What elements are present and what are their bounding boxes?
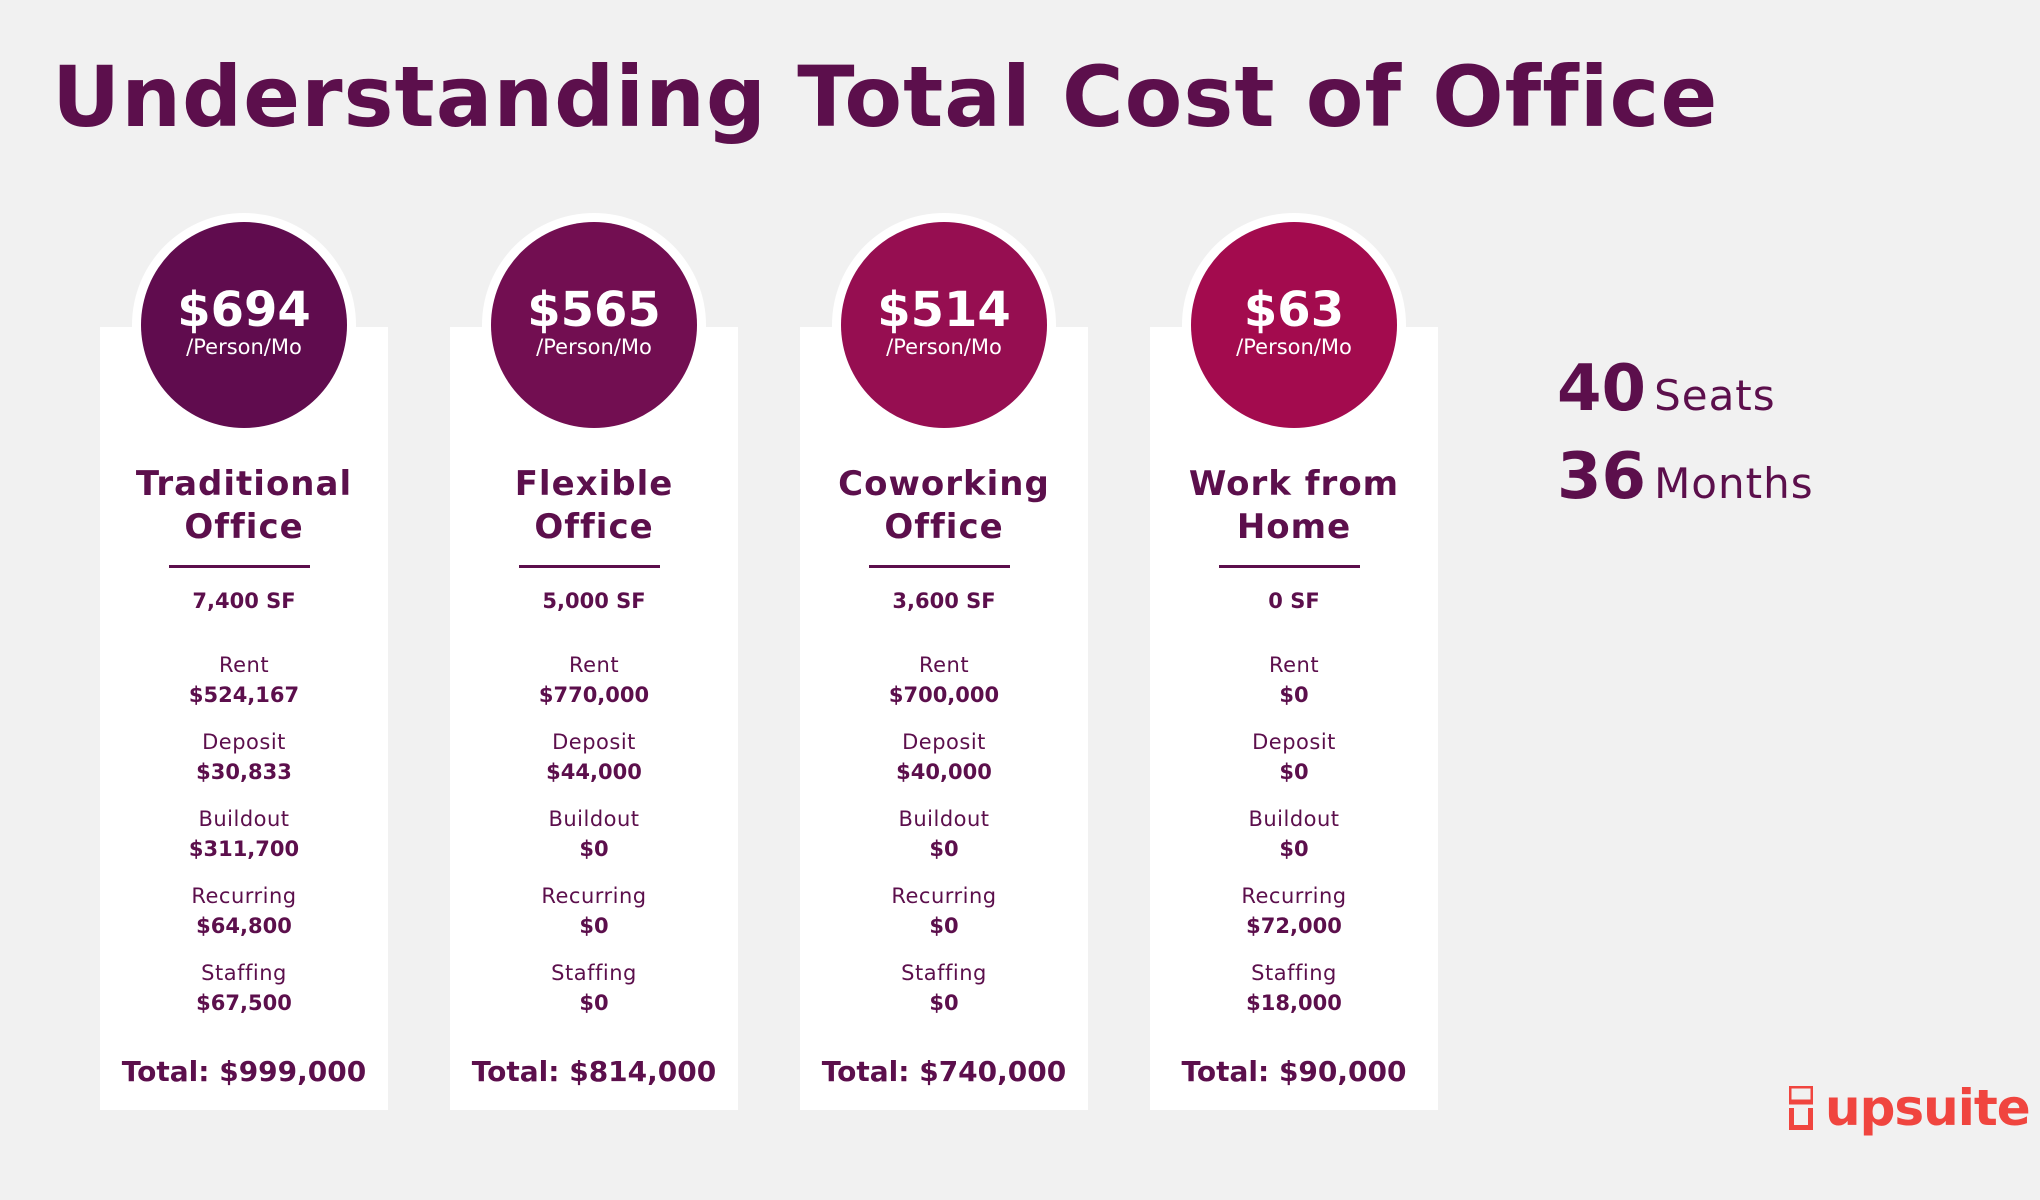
divider xyxy=(1219,565,1360,568)
cost-value: $67,500 xyxy=(196,991,292,1015)
cost-label: Staffing xyxy=(201,961,287,985)
price-unit: /Person/Mo xyxy=(186,335,302,359)
price-unit: /Person/Mo xyxy=(886,335,1002,359)
price-per-person: $694 xyxy=(177,282,311,338)
price-badge xyxy=(491,222,697,428)
cost-label: Rent xyxy=(918,653,970,677)
cost-label: Recurring xyxy=(541,884,647,908)
cost-value: $0 xyxy=(1279,683,1309,707)
cost-value: $770,000 xyxy=(538,683,650,707)
cost-label: Deposit xyxy=(1252,730,1336,754)
cost-label: Staffing xyxy=(551,961,637,985)
cost-label: Rent xyxy=(1268,653,1320,677)
cost-label: Rent xyxy=(568,653,620,677)
divider xyxy=(519,565,660,568)
price-unit: /Person/Mo xyxy=(536,335,652,359)
option-name-line-2: Office xyxy=(534,507,654,547)
months-number: 36 xyxy=(1557,440,1647,514)
cost-value: $0 xyxy=(929,914,959,938)
cost-label: Deposit xyxy=(552,730,636,754)
cost-label: Buildout xyxy=(898,807,990,831)
price-per-person: $63 xyxy=(1243,282,1345,338)
option-card xyxy=(100,327,388,1110)
cost-value: $64,800 xyxy=(196,914,292,938)
square-footage: 3,600 SF xyxy=(892,589,996,613)
upsuite-logo: upsuite xyxy=(1789,1079,2031,1137)
cost-label: Recurring xyxy=(191,884,297,908)
price-per-person: $565 xyxy=(527,282,661,338)
cost-label: Staffing xyxy=(1251,961,1337,985)
option-card xyxy=(450,327,738,1110)
total-cost: Total: $90,000 xyxy=(1181,1055,1407,1088)
cost-value: $40,000 xyxy=(896,760,992,784)
cost-value: $524,167 xyxy=(188,683,300,707)
cost-label: Rent xyxy=(218,653,270,677)
cost-value: $30,833 xyxy=(196,760,292,784)
cost-label: Staffing xyxy=(901,961,987,985)
cost-value: $0 xyxy=(579,837,609,861)
cost-value: $0 xyxy=(579,914,609,938)
square-footage: 7,400 SF xyxy=(192,589,296,613)
months-unit: Months xyxy=(1654,459,1814,508)
cost-value: $72,000 xyxy=(1246,914,1342,938)
seats-stat: 40 Seats xyxy=(1557,352,1776,426)
cost-value: $0 xyxy=(929,991,959,1015)
upsuite-logo-icon xyxy=(1789,1086,1813,1130)
price-per-person: $514 xyxy=(877,282,1011,338)
option-name-line-1: Traditional xyxy=(135,464,353,504)
cost-value: $44,000 xyxy=(546,760,642,784)
cost-label: Recurring xyxy=(891,884,997,908)
option-name-line-1: Work from xyxy=(1188,464,1400,504)
price-badge xyxy=(841,222,1047,428)
square-footage: 0 SF xyxy=(1268,589,1320,613)
option-column: $514 /Person/Mo Coworking Office 3,600 S… xyxy=(800,0,1088,1200)
cost-value: $311,700 xyxy=(188,837,300,861)
cost-value: $0 xyxy=(1279,837,1309,861)
option-name-line-2: Home xyxy=(1236,507,1352,547)
price-badge xyxy=(141,222,347,428)
price-badge xyxy=(1191,222,1397,428)
cost-value: $0 xyxy=(579,991,609,1015)
cost-label: Buildout xyxy=(548,807,640,831)
cost-value: $0 xyxy=(929,837,959,861)
seats-unit: Seats xyxy=(1654,371,1776,420)
option-name-line-2: Office xyxy=(184,507,304,547)
seats-number: 40 xyxy=(1557,352,1647,426)
cost-value: $18,000 xyxy=(1246,991,1342,1015)
price-unit: /Person/Mo xyxy=(1236,335,1352,359)
cost-value: $700,000 xyxy=(888,683,1000,707)
total-cost: Total: $814,000 xyxy=(471,1055,717,1088)
option-name-line-1: Flexible xyxy=(514,464,674,504)
option-column: $694 /Person/Mo Traditional Office 7,400… xyxy=(100,0,388,1200)
option-column: $565 /Person/Mo Flexible Office 5,000 SF… xyxy=(450,0,738,1200)
divider xyxy=(869,565,1010,568)
page-title: Understanding Total Cost of Office xyxy=(52,48,1719,146)
option-card xyxy=(800,327,1088,1110)
cost-value: $0 xyxy=(1279,760,1309,784)
option-name-line-1: Coworking xyxy=(838,464,1050,504)
cost-label: Deposit xyxy=(202,730,286,754)
cost-label: Buildout xyxy=(1248,807,1340,831)
option-card xyxy=(1150,327,1438,1110)
cost-label: Deposit xyxy=(902,730,986,754)
cost-label: Buildout xyxy=(198,807,290,831)
logo-text: upsuite xyxy=(1825,1079,2031,1137)
option-column: $63 /Person/Mo Work from Home 0 SF Rent $… xyxy=(1150,0,1438,1200)
cost-label: Recurring xyxy=(1241,884,1347,908)
total-cost: Total: $999,000 xyxy=(121,1055,367,1088)
option-name-line-2: Office xyxy=(884,507,1004,547)
total-cost: Total: $740,000 xyxy=(821,1055,1067,1088)
months-stat: 36 Months xyxy=(1557,440,1814,514)
square-footage: 5,000 SF xyxy=(542,589,646,613)
divider xyxy=(169,565,310,568)
